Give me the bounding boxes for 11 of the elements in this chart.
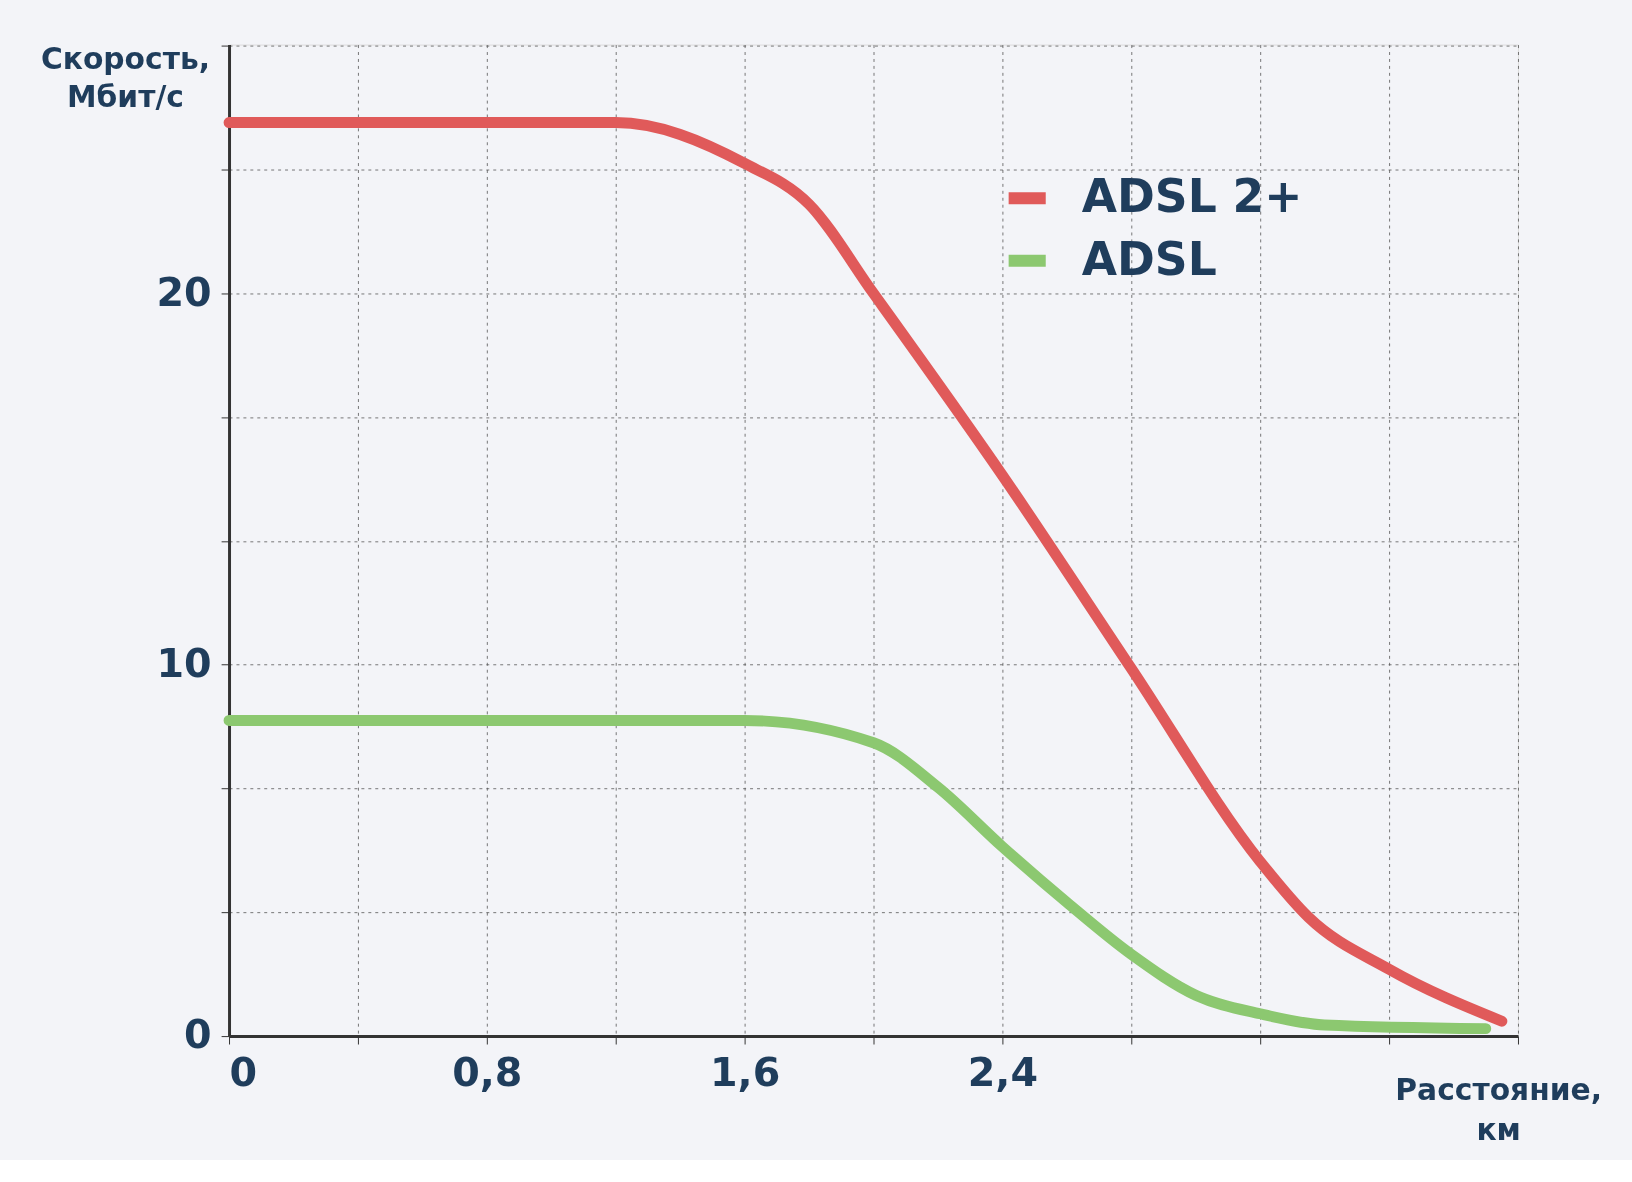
x-tick-label: 0,8 [452,1049,523,1096]
x-axis-title: Расстояние, км [1395,1072,1602,1147]
legend-label: ADSL [1081,232,1217,286]
y-tick-label: 20 [156,268,212,315]
y-axis-title: Скорость, Мбит/с [40,40,210,114]
x-tick-label: 2,4 [967,1049,1039,1096]
legend-label: ADSL 2+ [1081,170,1303,224]
x-tick-label: 1,6 [709,1049,781,1096]
y-tick-label: 10 [156,640,212,687]
y-tick-label: 0 [184,1011,212,1058]
x-tick-label: 0 [229,1049,258,1096]
